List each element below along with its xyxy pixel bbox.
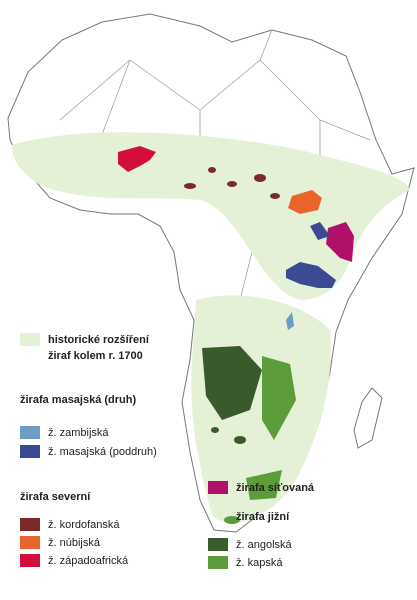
legend-swatch — [20, 426, 40, 439]
west-african-range — [118, 146, 156, 172]
legend-swatch — [20, 333, 40, 346]
madagascar — [353, 387, 383, 449]
kordofan-range — [184, 167, 280, 199]
legend-heading: historické rozšíření — [48, 334, 150, 346]
legend-label: ž. kordofanská — [48, 519, 120, 531]
legend-label: ž. masajská (poddruh) — [48, 446, 157, 458]
legend-label: ž. zambijská — [48, 427, 109, 439]
legend-label: ž. západoafrická — [48, 555, 129, 567]
reticulated-range — [326, 222, 354, 262]
nubian-range — [288, 190, 322, 214]
legend-label: ž. núbijská — [48, 537, 101, 549]
angolan-range — [202, 346, 262, 444]
legend-swatch — [20, 554, 40, 567]
historic-range — [12, 132, 410, 523]
legend-label: ž. kapská — [236, 557, 283, 569]
legend-swatch — [208, 538, 228, 551]
legend-swatch — [208, 481, 228, 494]
legend: historické rozšíření žiraf kolem r. 1700 ž… — [20, 333, 315, 569]
legend-swatch — [20, 445, 40, 458]
legend-swatch — [208, 556, 228, 569]
legend-heading: žirafa masajská (druh) — [20, 394, 136, 406]
legend-heading: žirafa jižní — [236, 511, 290, 523]
legend-label: ž. angolská — [236, 539, 293, 551]
legend-heading: žiraf kolem r. 1700 — [48, 350, 143, 362]
thornicroft-range — [286, 312, 294, 330]
legend-heading: žirafa síťovaná — [236, 482, 315, 494]
legend-swatch — [20, 536, 40, 549]
masai-range — [286, 222, 336, 288]
legend-swatch — [20, 518, 40, 531]
legend-heading: žirafa severní — [20, 491, 91, 503]
cape-range — [224, 356, 296, 524]
